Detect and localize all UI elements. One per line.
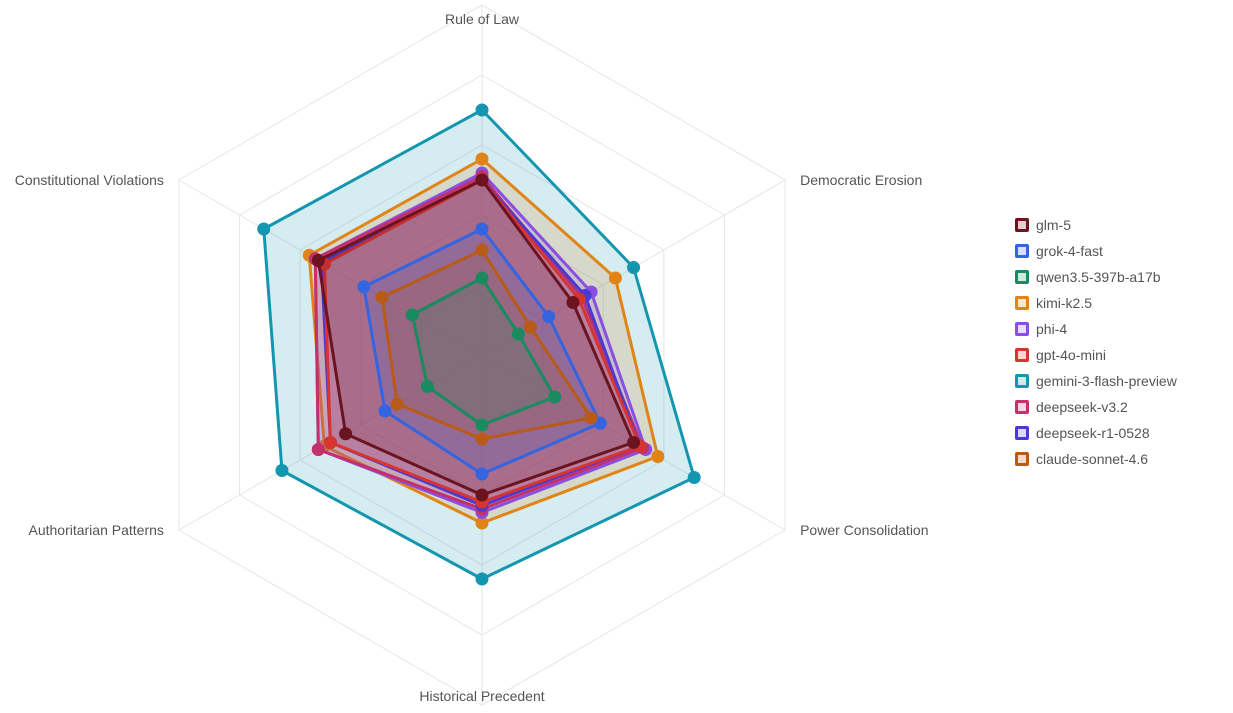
legend-label: deepseek-v3.2 [1036,399,1128,415]
data-point-glm-5[interactable] [476,489,489,502]
legend-swatch [1015,400,1029,414]
legend-swatch [1015,296,1029,310]
data-point-glm-5[interactable] [566,296,579,309]
data-point-grok-4-fast[interactable] [476,223,489,236]
legend-item-kimi-k2-5[interactable]: kimi-k2.5 [1012,290,1177,316]
data-point-claude-sonnet-4-6[interactable] [476,433,489,446]
legend-swatch [1015,348,1029,362]
data-point-qwen3-5-397b-a17b[interactable] [512,328,525,341]
legend-item-deepseek-r1-0528[interactable]: deepseek-r1-0528 [1012,420,1177,446]
legend-swatch [1015,374,1029,388]
data-point-qwen3-5-397b-a17b[interactable] [476,419,489,432]
data-point-gemini-3-flash-preview[interactable] [476,573,489,586]
data-point-glm-5[interactable] [627,436,640,449]
legend-item-gemini-3-flash-preview[interactable]: gemini-3-flash-preview [1012,368,1177,394]
legend-swatch [1015,270,1029,284]
data-point-qwen3-5-397b-a17b[interactable] [421,380,434,393]
legend-label: claude-sonnet-4.6 [1036,451,1148,467]
legend-label: qwen3.5-397b-a17b [1036,269,1161,285]
legend-item-glm-5[interactable]: glm-5 [1012,212,1177,238]
data-point-gemini-3-flash-preview[interactable] [627,261,640,274]
axis-label-democratic-erosion: Democratic Erosion [800,172,922,188]
legend-item-deepseek-v3-2[interactable]: deepseek-v3.2 [1012,394,1177,420]
legend-label: glm-5 [1036,217,1071,233]
data-point-gemini-3-flash-preview[interactable] [257,223,270,236]
legend-label: gemini-3-flash-preview [1036,373,1177,389]
legend-item-phi-4[interactable]: phi-4 [1012,316,1177,342]
data-point-grok-4-fast[interactable] [357,280,370,293]
legend-item-grok-4-fast[interactable]: grok-4-fast [1012,238,1177,264]
legend: glm-5 grok-4-fast qwen3.5-397b-a17b kimi-k2… [1012,212,1177,472]
axis-label-constitutional-violations: Constitutional Violations [15,172,164,188]
axis-label-historical-precedent: Historical Precedent [419,688,544,704]
data-point-glm-5[interactable] [476,174,489,187]
data-point-gemini-3-flash-preview[interactable] [688,471,701,484]
legend-label: grok-4-fast [1036,243,1103,259]
legend-swatch [1015,322,1029,336]
legend-item-gpt-4o-mini[interactable]: gpt-4o-mini [1012,342,1177,368]
data-point-deepseek-v3-2[interactable] [312,443,325,456]
legend-label: deepseek-r1-0528 [1036,425,1150,441]
data-point-kimi-k2-5[interactable] [476,153,489,166]
axis-label-power-consolidation: Power Consolidation [800,522,928,538]
data-point-gpt-4o-mini[interactable] [324,436,337,449]
data-point-qwen3-5-397b-a17b[interactable] [406,308,419,321]
data-point-gemini-3-flash-preview[interactable] [275,464,288,477]
data-point-grok-4-fast[interactable] [542,310,555,323]
data-point-gemini-3-flash-preview[interactable] [476,104,489,117]
data-point-claude-sonnet-4-6[interactable] [375,291,388,304]
legend-swatch [1015,426,1029,440]
data-point-qwen3-5-397b-a17b[interactable] [548,391,561,404]
legend-swatch [1015,218,1029,232]
legend-label: gpt-4o-mini [1036,347,1106,363]
data-point-grok-4-fast[interactable] [379,405,392,418]
radar-series [257,104,700,586]
legend-item-claude-sonnet-4-6[interactable]: claude-sonnet-4.6 [1012,446,1177,472]
data-point-grok-4-fast[interactable] [476,468,489,481]
data-point-claude-sonnet-4-6[interactable] [585,412,598,425]
data-point-kimi-k2-5[interactable] [651,450,664,463]
data-point-glm-5[interactable] [312,254,325,267]
data-point-claude-sonnet-4-6[interactable] [476,244,489,257]
axis-label-authoritarian-patterns: Authoritarian Patterns [28,522,163,538]
data-point-glm-5[interactable] [339,427,352,440]
data-point-kimi-k2-5[interactable] [609,272,622,285]
legend-swatch [1015,452,1029,466]
axis-label-rule-of-law: Rule of Law [445,11,520,27]
legend-label: phi-4 [1036,321,1067,337]
data-point-claude-sonnet-4-6[interactable] [391,398,404,411]
legend-swatch [1015,244,1029,258]
data-point-claude-sonnet-4-6[interactable] [524,321,537,334]
legend-item-qwen3-5-397b-a17b[interactable]: qwen3.5-397b-a17b [1012,264,1177,290]
legend-label: kimi-k2.5 [1036,295,1092,311]
data-point-qwen3-5-397b-a17b[interactable] [476,272,489,285]
